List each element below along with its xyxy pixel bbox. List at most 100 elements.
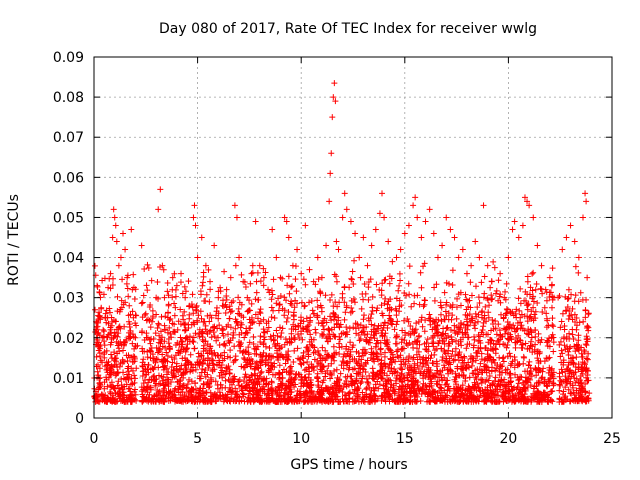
cloud-point bbox=[346, 325, 353, 332]
plot-frame bbox=[93, 56, 613, 419]
data-point bbox=[333, 238, 340, 245]
cloud-point bbox=[569, 382, 576, 389]
cloud-point bbox=[382, 295, 389, 302]
data-point bbox=[124, 274, 131, 281]
cloud-point bbox=[315, 378, 322, 385]
cloud-point bbox=[584, 394, 591, 401]
cloud-point bbox=[132, 391, 139, 398]
cloud-point bbox=[456, 349, 463, 356]
cloud-point bbox=[304, 359, 311, 366]
cloud-point bbox=[501, 330, 508, 337]
cloud-point bbox=[195, 393, 202, 400]
cloud-point bbox=[254, 381, 261, 388]
cloud-point bbox=[276, 395, 283, 402]
cloud-point bbox=[323, 385, 330, 392]
cloud-point bbox=[144, 261, 151, 268]
data-point bbox=[302, 222, 309, 229]
data-point bbox=[393, 254, 400, 261]
data-point bbox=[134, 342, 141, 349]
cloud-point bbox=[319, 330, 326, 337]
data-point bbox=[192, 222, 199, 229]
cloud-point bbox=[147, 354, 154, 361]
data-point bbox=[236, 254, 243, 261]
cloud-point bbox=[427, 355, 434, 362]
cloud-point bbox=[357, 380, 364, 387]
cloud-point bbox=[396, 282, 403, 289]
cloud-point bbox=[123, 381, 130, 388]
cloud-point bbox=[172, 304, 179, 311]
data-point bbox=[515, 234, 522, 241]
cloud-point bbox=[345, 382, 352, 389]
cloud-point bbox=[304, 323, 311, 330]
cloud-point bbox=[438, 345, 445, 352]
cloud-point bbox=[183, 345, 190, 352]
cloud-point bbox=[355, 357, 362, 364]
cloud-point bbox=[573, 354, 580, 361]
data-point bbox=[194, 254, 201, 261]
cloud-point bbox=[527, 284, 534, 291]
cloud-point bbox=[358, 356, 365, 363]
cloud-point bbox=[132, 320, 139, 327]
cloud-point bbox=[249, 358, 256, 365]
cloud-point bbox=[395, 395, 402, 402]
cloud-point bbox=[254, 394, 261, 401]
cloud-point bbox=[558, 318, 565, 325]
data-point bbox=[233, 214, 240, 221]
cloud-point bbox=[171, 328, 178, 335]
cloud-point bbox=[266, 345, 273, 352]
cloud-point bbox=[368, 321, 375, 328]
cloud-point bbox=[575, 390, 582, 397]
data-point bbox=[186, 302, 193, 309]
cloud-point bbox=[359, 365, 366, 372]
cloud-point bbox=[337, 321, 344, 328]
cloud-point bbox=[418, 284, 425, 291]
cloud-point bbox=[249, 262, 256, 269]
cloud-point bbox=[95, 372, 102, 379]
cloud-point bbox=[407, 394, 414, 401]
cloud-point bbox=[141, 312, 148, 319]
cloud-point bbox=[273, 327, 280, 334]
cloud-point bbox=[546, 367, 553, 374]
cloud-point bbox=[565, 386, 572, 393]
cloud-point bbox=[560, 398, 567, 405]
cloud-point bbox=[490, 321, 497, 328]
cloud-point bbox=[301, 374, 308, 381]
cloud-point bbox=[142, 377, 149, 384]
cloud-point bbox=[457, 393, 464, 400]
cloud-point bbox=[224, 331, 231, 338]
y-axis-label: ROTI / TECUs bbox=[6, 194, 22, 286]
cloud-point bbox=[476, 299, 483, 306]
cloud-point bbox=[529, 270, 536, 277]
cloud-point bbox=[260, 340, 267, 347]
cloud-point bbox=[575, 378, 582, 385]
cloud-point bbox=[253, 359, 260, 366]
cloud-point bbox=[209, 324, 216, 331]
cloud-point bbox=[363, 386, 370, 393]
cloud-point bbox=[392, 340, 399, 347]
cloud-point bbox=[94, 323, 101, 330]
cloud-point bbox=[276, 324, 283, 331]
cloud-point bbox=[557, 353, 564, 360]
cloud-point bbox=[300, 359, 307, 366]
data-point bbox=[240, 278, 247, 285]
cloud-point bbox=[539, 374, 546, 381]
cloud-point bbox=[487, 284, 494, 291]
cloud-point bbox=[170, 370, 177, 377]
cloud-point bbox=[474, 318, 481, 325]
cloud-point bbox=[346, 353, 353, 360]
data-point bbox=[323, 242, 330, 249]
cloud-point bbox=[216, 372, 223, 379]
cloud-point bbox=[330, 303, 337, 310]
cloud-point bbox=[369, 351, 376, 358]
cloud-point bbox=[247, 398, 254, 405]
cloud-point bbox=[486, 302, 493, 309]
cloud-point bbox=[364, 331, 371, 338]
cloud-point bbox=[320, 363, 327, 370]
cloud-point bbox=[139, 393, 146, 400]
cloud-point bbox=[399, 385, 406, 392]
cloud-point bbox=[185, 278, 192, 285]
cloud-point bbox=[585, 350, 592, 357]
data-point bbox=[414, 214, 421, 221]
cloud-point bbox=[362, 359, 369, 366]
cloud-point bbox=[274, 354, 281, 361]
